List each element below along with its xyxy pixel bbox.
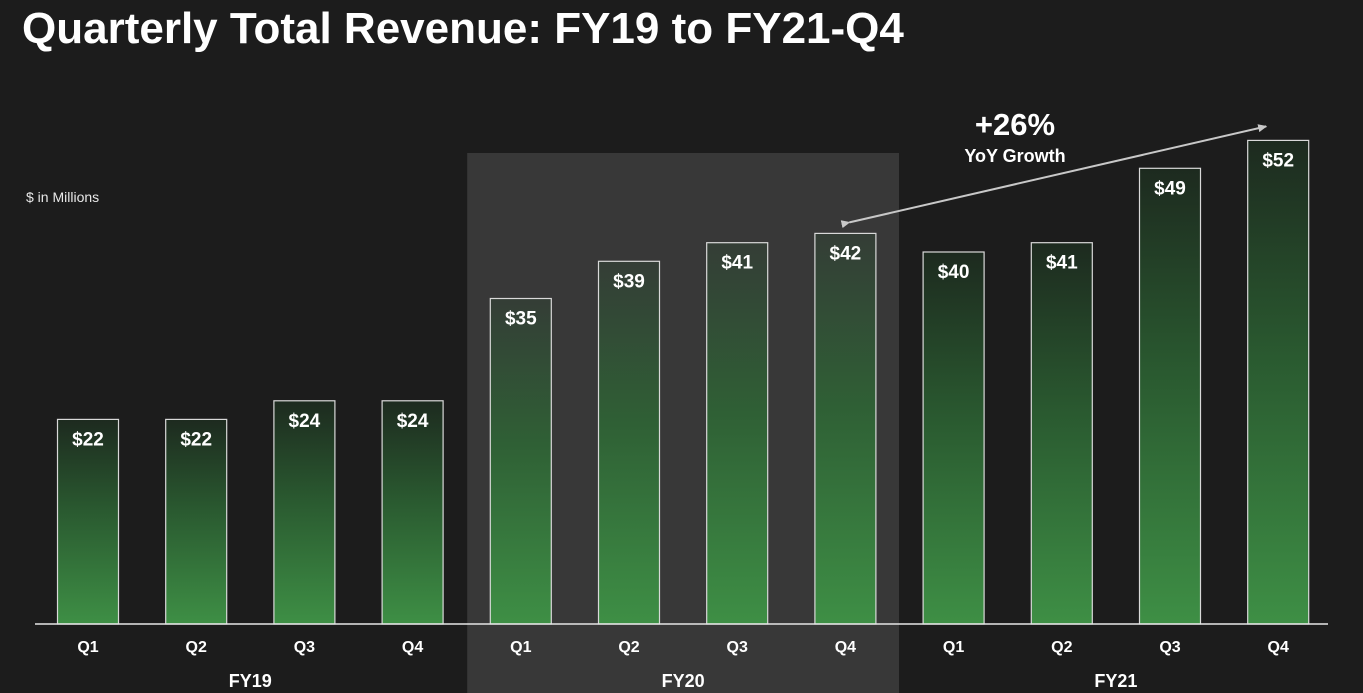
bar-fy20-q1 xyxy=(489,297,552,625)
tick-label-fy21-q1: Q1 xyxy=(943,639,964,656)
bar-value-label-fy20-q3: $41 xyxy=(721,253,753,274)
tick-label-fy21-q3: Q3 xyxy=(1159,639,1180,656)
bar-fy20-q2 xyxy=(597,260,661,625)
bar-value-label-fy21-q1: $40 xyxy=(938,262,970,283)
year-label-fy19: FY19 xyxy=(229,671,272,691)
growth-annotation: +26% YoY Growth xyxy=(840,107,1268,229)
tick-label-fy21-q2: Q2 xyxy=(1051,639,1072,656)
bar-fy20-q3 xyxy=(706,242,769,625)
tick-label-fy19-q4: Q4 xyxy=(402,639,423,656)
tick-label-fy20-q1: Q1 xyxy=(510,639,531,656)
growth-label: YoY Growth xyxy=(964,146,1065,166)
chart-title: Quarterly Total Revenue: FY19 to FY21-Q4 xyxy=(22,4,904,53)
bar-value-label-fy19-q3: $24 xyxy=(289,411,321,432)
bar-layer: $22 $22 $24 $24 $35 $39 $41 $42 $40 $41 $49 $52 xyxy=(56,139,1310,625)
bar-value-label-fy21-q3: $49 xyxy=(1154,178,1186,199)
growth-arrow xyxy=(840,124,1268,229)
tick-label-layer: FY19 FY20 FY21 Q1 Q2 Q3 Q4 Q1 Q2 Q3 Q4 Q1 Q2 Q3 Q4 xyxy=(77,639,1289,691)
units-note: $ in Millions xyxy=(26,189,100,205)
bar-fy20-q4 xyxy=(814,232,877,625)
tick-label-fy19-q3: Q3 xyxy=(294,639,315,656)
bar-fy21-q2 xyxy=(1030,242,1093,625)
bar-value-label-fy19-q1: $22 xyxy=(72,429,104,450)
bar-value-label-fy21-q4: $52 xyxy=(1262,150,1294,171)
bar-value-label-fy20-q1: $35 xyxy=(505,309,537,330)
bar-fy21-q3 xyxy=(1138,167,1202,625)
bar-fy19-q3 xyxy=(273,400,336,625)
bar-value-label-fy21-q2: $41 xyxy=(1046,253,1078,274)
bar-fy19-q1 xyxy=(56,418,120,625)
bar-value-label-fy20-q4: $42 xyxy=(830,243,862,264)
bar-fy21-q1 xyxy=(922,251,985,625)
tick-label-fy20-q2: Q2 xyxy=(618,639,639,656)
year-label-fy21: FY21 xyxy=(1094,671,1137,691)
bar-value-label-fy19-q2: $22 xyxy=(180,429,212,450)
tick-label-fy21-q4: Q4 xyxy=(1268,639,1289,656)
bar-fy19-q4 xyxy=(381,400,444,625)
tick-label-fy19-q2: Q2 xyxy=(186,639,207,656)
bar-fy21-q4 xyxy=(1247,139,1310,625)
tick-label-fy20-q4: Q4 xyxy=(835,639,856,656)
bar-value-label-fy20-q2: $39 xyxy=(613,271,645,292)
tick-label-fy19-q1: Q1 xyxy=(77,639,98,656)
growth-value: +26% xyxy=(975,107,1055,142)
year-label-fy20: FY20 xyxy=(662,671,705,691)
tick-label-fy20-q3: Q3 xyxy=(727,639,748,656)
bar-fy19-q2 xyxy=(165,418,228,625)
bar-value-label-fy19-q4: $24 xyxy=(397,411,429,432)
